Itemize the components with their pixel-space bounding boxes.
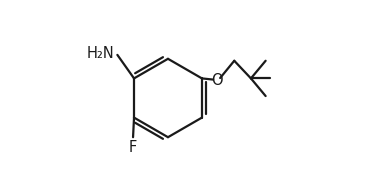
Text: F: F bbox=[129, 140, 137, 155]
Text: H₂N: H₂N bbox=[87, 46, 115, 61]
Text: O: O bbox=[211, 73, 223, 88]
